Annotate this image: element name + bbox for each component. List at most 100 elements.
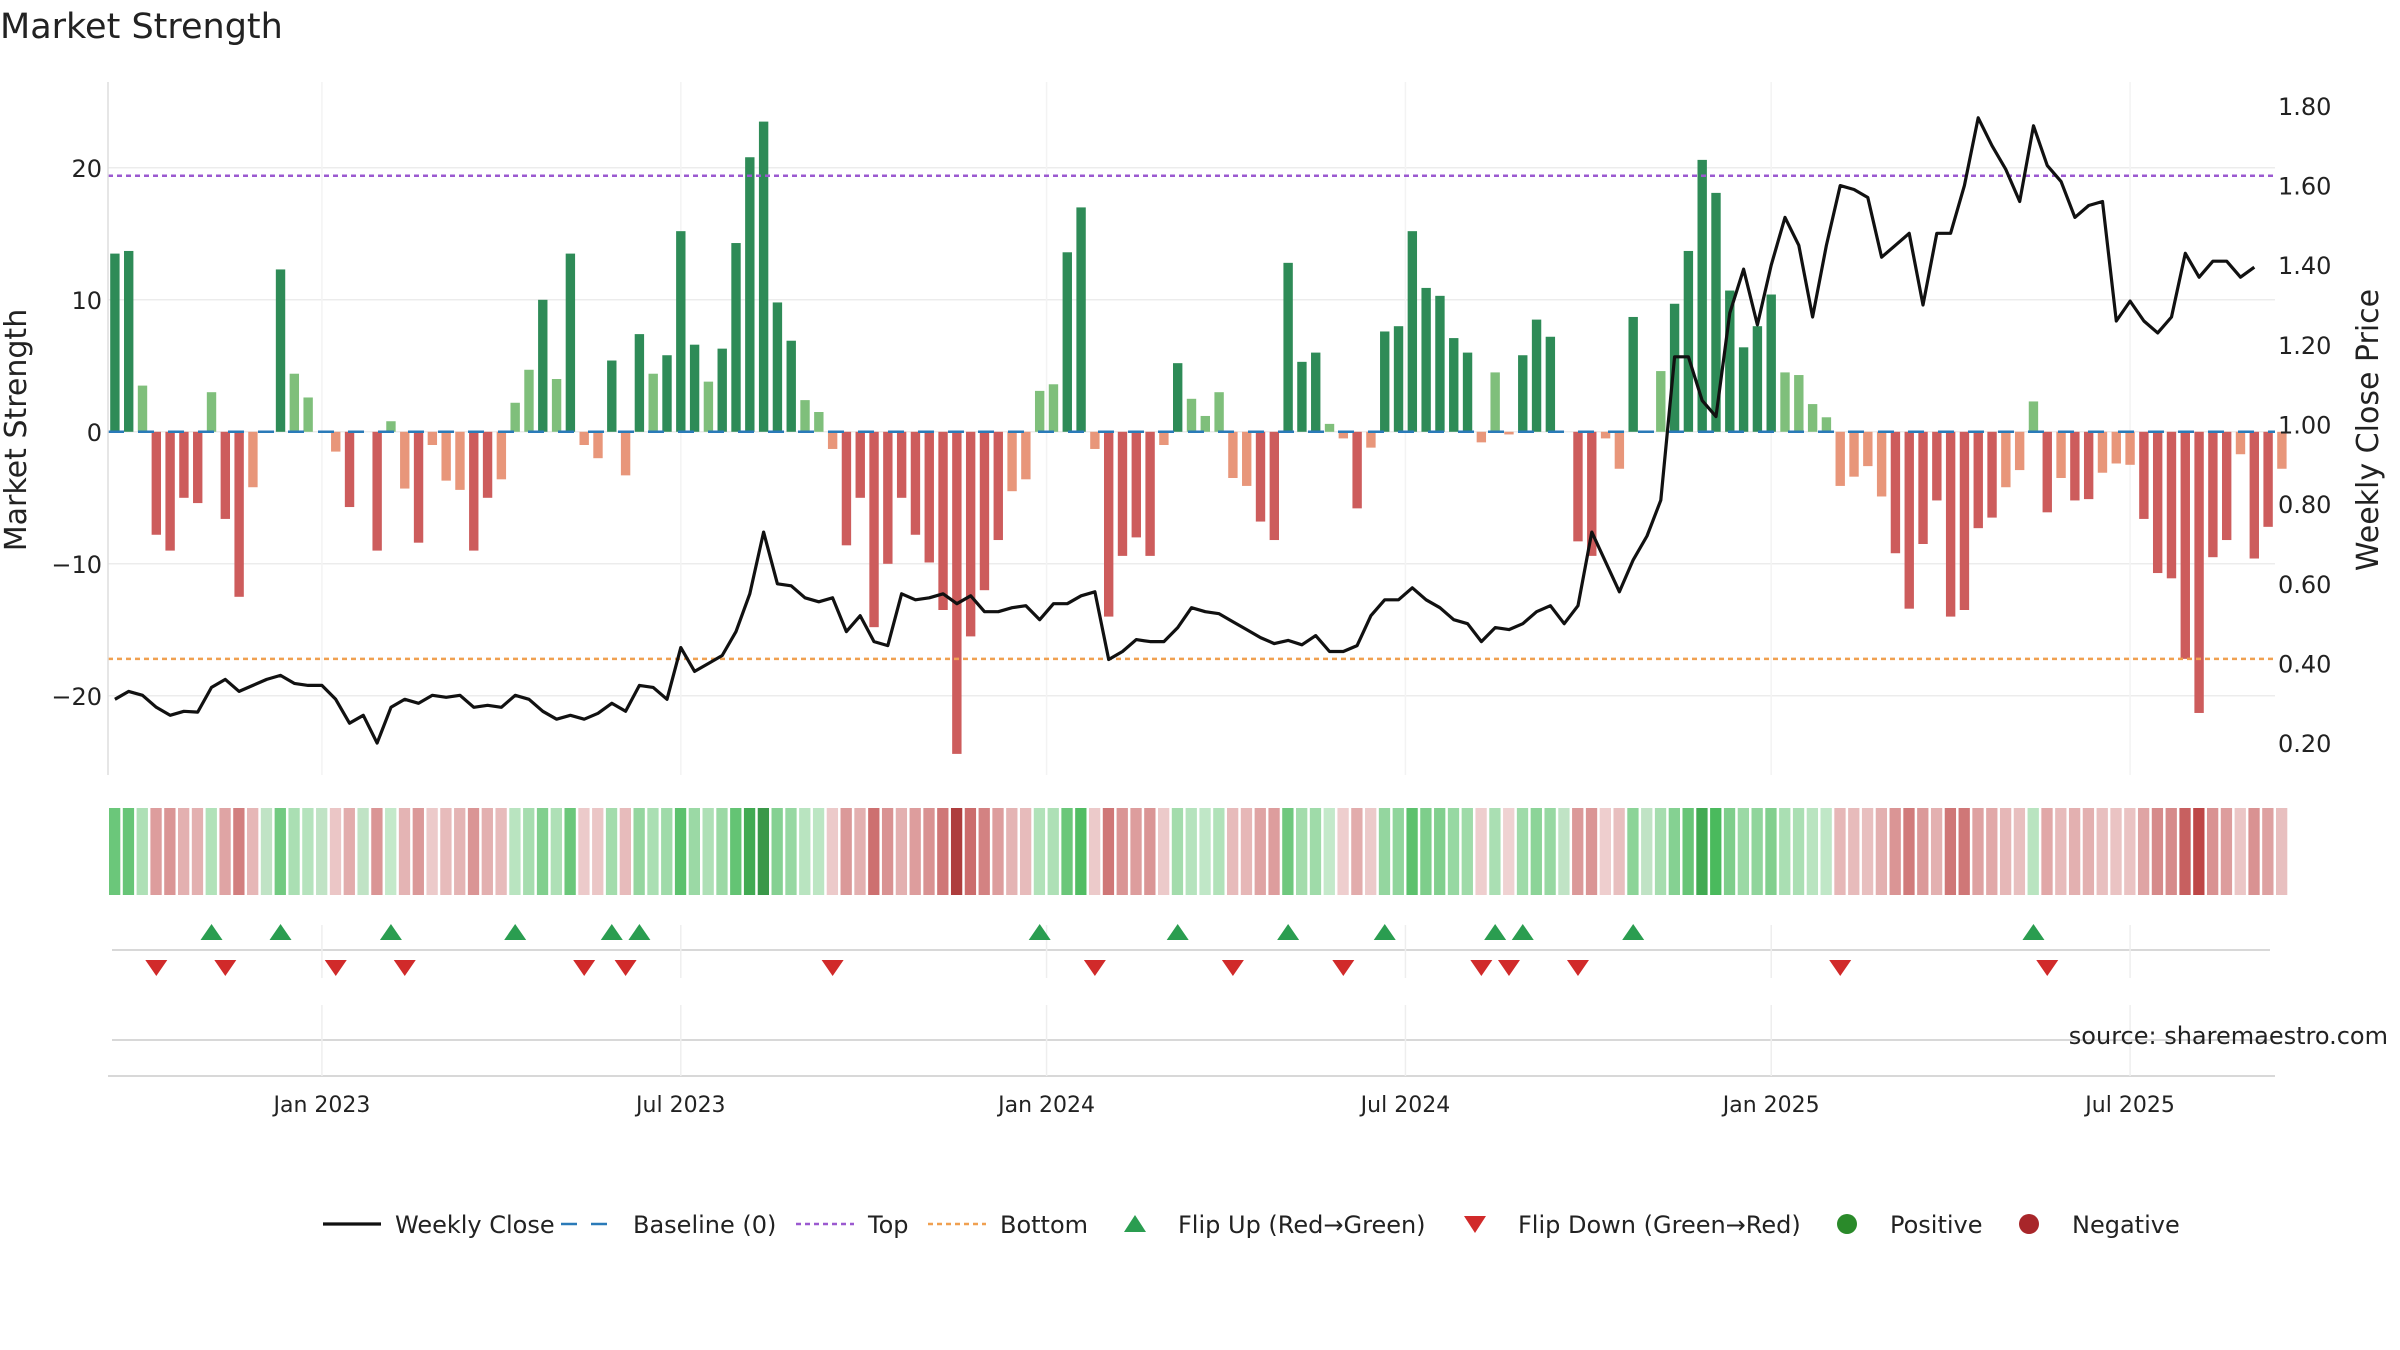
strength-bar	[1159, 431, 1169, 445]
strength-bar	[2125, 431, 2135, 465]
strip-cell	[1365, 808, 1377, 895]
flip-up-marker	[200, 924, 223, 940]
strip-cell	[937, 808, 949, 895]
strip-cell	[371, 808, 383, 895]
strength-bar	[400, 431, 410, 489]
strip-cell	[1240, 808, 1253, 895]
strength-bar	[275, 269, 286, 432]
strength-bar	[1462, 352, 1473, 432]
strength-bar	[841, 431, 852, 546]
strip-cell	[426, 808, 438, 895]
strength-bar	[303, 397, 313, 432]
flip-down-marker	[821, 960, 844, 976]
strip-cell	[757, 808, 770, 895]
strip-cell	[385, 808, 397, 895]
strip-cell	[605, 808, 618, 895]
strip-cell	[550, 808, 562, 895]
strip-cell	[1130, 808, 1142, 895]
strip-cell	[1516, 808, 1529, 895]
strip-cell	[205, 808, 217, 895]
legend-label: Top	[867, 1211, 909, 1239]
x-tick-label: Jan 2025	[1721, 1093, 1820, 1118]
strip-cell	[1309, 808, 1322, 895]
strength-bar	[2083, 431, 2094, 500]
strength-bar	[607, 360, 617, 432]
strip-cell	[536, 808, 549, 895]
flip-up-marker	[1511, 924, 1534, 940]
strip-cell	[2055, 808, 2067, 895]
source-note: source: sharemaestro.com	[2069, 1022, 2388, 1050]
strength-bar	[344, 431, 355, 508]
strip-cell	[1157, 808, 1170, 895]
strip-cell	[1227, 808, 1239, 895]
strip-cell	[674, 808, 687, 895]
strip-cell	[2179, 808, 2191, 895]
right-tick-label: 0.20	[2278, 730, 2331, 758]
strip-cell	[1461, 808, 1473, 895]
strength-bar	[703, 381, 714, 432]
strip-cell	[923, 808, 935, 895]
left-axis-label: Market Strength	[0, 309, 34, 551]
strip-cell	[1986, 808, 1998, 895]
strength-bar	[137, 385, 148, 432]
strip-cell	[812, 808, 825, 895]
legend-negative-swatch	[2019, 1214, 2039, 1234]
x-tick-label: Jul 2023	[634, 1093, 726, 1118]
strip-cell	[178, 808, 190, 895]
strip-cell	[2013, 808, 2026, 895]
legend-flip-down-swatch	[1464, 1216, 1486, 1233]
strength-bar	[179, 431, 189, 498]
strength-bar	[1366, 431, 1376, 448]
strip-cell	[1958, 808, 1970, 895]
strip-cell	[1213, 808, 1225, 895]
strength-bar	[1807, 404, 1818, 432]
strip-cell	[1116, 808, 1128, 895]
strip-cell	[1102, 808, 1115, 895]
strength-bar	[1890, 431, 1901, 554]
strip-cell	[1751, 808, 1763, 895]
legend-flip-up-swatch	[1124, 1215, 1146, 1232]
strength-bar	[1545, 336, 1556, 432]
strength-bar	[427, 431, 438, 445]
strength-bar	[965, 431, 976, 637]
weekly-close-line	[114, 116, 2256, 745]
right-tick-label: 1.20	[2278, 332, 2331, 360]
strip-cell	[1268, 808, 1280, 895]
strength-bar	[1007, 431, 1017, 492]
strength-bar	[1338, 431, 1349, 439]
strength-bar	[1725, 290, 1735, 432]
strength-bar	[413, 431, 424, 543]
strip-cell	[150, 808, 162, 895]
strength-bar	[1062, 252, 1072, 432]
strip-cell	[1737, 808, 1750, 895]
strength-bar	[2070, 431, 2080, 501]
strength-bar	[662, 355, 672, 432]
strength-bar	[910, 431, 921, 535]
strip-cell	[2041, 808, 2053, 895]
flip-down-marker	[1829, 960, 1852, 976]
strip-cell	[564, 808, 576, 895]
strength-bar	[1214, 392, 1224, 432]
flip-down-marker	[1566, 960, 1589, 976]
strength-bar	[565, 253, 576, 432]
strength-bar	[689, 344, 700, 432]
strip-cell	[2276, 808, 2288, 895]
strength-bar	[1255, 431, 1266, 522]
strip-cell	[1392, 808, 1404, 895]
strip-cell	[1654, 808, 1667, 895]
x-axis: Jan 2023 Jul 2023 Jan 2024 Jul 2024 Jan 2025…	[108, 1005, 2275, 1118]
strip-cell	[440, 808, 452, 895]
flip-down-marker	[324, 960, 347, 976]
strength-bar	[1490, 372, 1500, 432]
left-tick-label: 0	[87, 419, 102, 447]
strip-cell	[136, 808, 148, 895]
strip-cell	[523, 808, 535, 895]
strength-bar	[1021, 431, 1031, 480]
strength-bar	[883, 431, 893, 564]
strip-cell	[412, 808, 424, 895]
strip-cell	[1999, 808, 2012, 895]
legend-label: Negative	[2072, 1211, 2180, 1239]
strip-cell	[619, 808, 631, 895]
strength-bar	[2235, 431, 2246, 455]
strip-cell	[1585, 808, 1598, 895]
